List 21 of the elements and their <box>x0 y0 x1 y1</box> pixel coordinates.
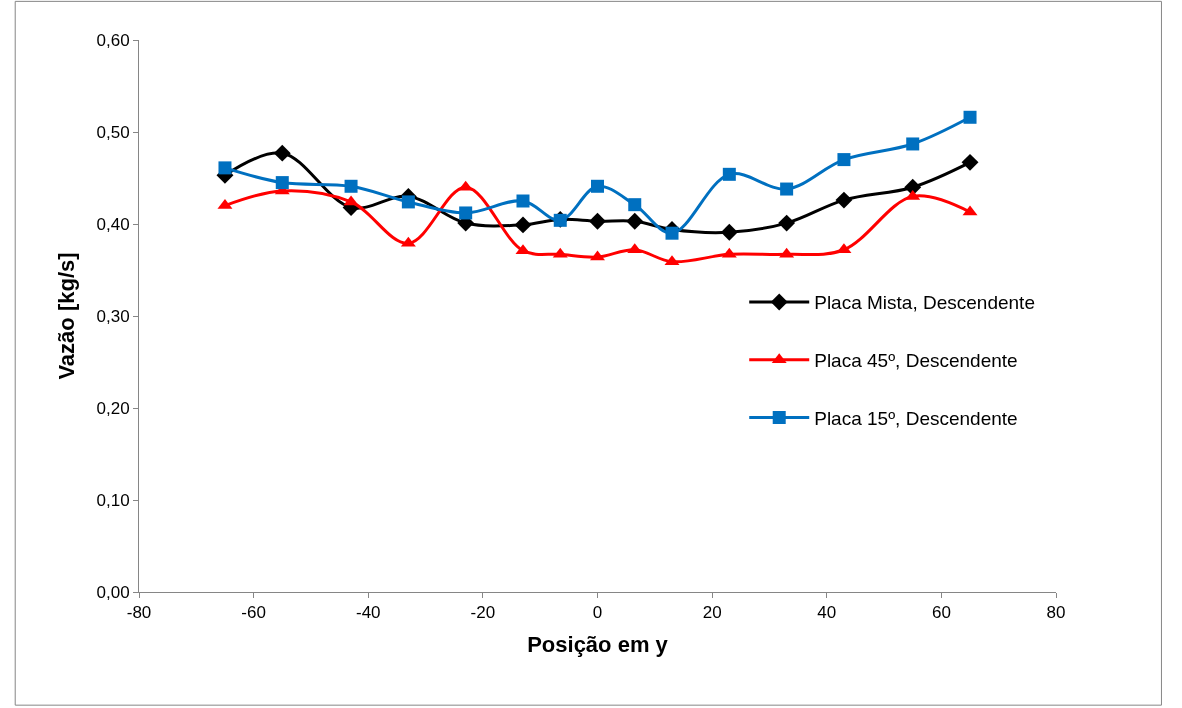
y-tick-label: 0,10 <box>96 490 130 510</box>
y-axis-title: Vazão [kg/s] <box>54 252 80 380</box>
x-tick-label: 60 <box>931 603 951 623</box>
y-tick-label: 0,00 <box>96 582 130 602</box>
legend-label: Placa Mista, Descendente <box>814 292 1035 314</box>
x-tick-label: 20 <box>702 603 722 623</box>
x-tick-label: 40 <box>817 603 837 623</box>
y-tick-label: 0,40 <box>96 214 130 234</box>
y-tick-label: 0,20 <box>96 398 130 418</box>
x-tick-label: -20 <box>470 603 496 623</box>
y-tick-label: 0,50 <box>96 122 130 142</box>
x-tick-label: -80 <box>126 603 152 623</box>
x-tick-label: -60 <box>241 603 266 623</box>
y-tick-label: 0,30 <box>96 306 130 326</box>
x-axis-title: Posição em y <box>527 632 669 658</box>
legend-label: Placa 15º, Descendente <box>814 407 1018 429</box>
y-tick-label: 0,60 <box>96 30 130 50</box>
x-tick-label: 0 <box>592 603 603 623</box>
x-tick-label: 80 <box>1046 603 1066 623</box>
x-tick-label: -40 <box>355 603 381 623</box>
legend-label: Placa 45º, Descendente <box>814 350 1018 372</box>
